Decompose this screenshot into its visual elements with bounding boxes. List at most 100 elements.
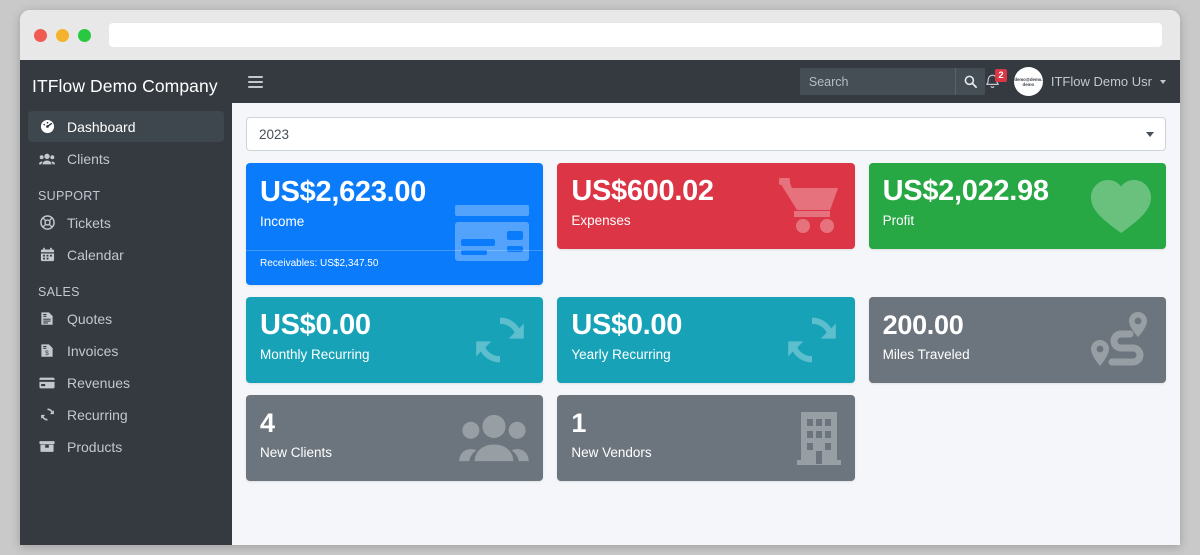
sidebar-item-products[interactable]: Products bbox=[28, 431, 224, 462]
search-input[interactable] bbox=[799, 68, 955, 95]
card-body: 4 New Clients bbox=[246, 395, 543, 475]
minimize-window-button[interactable] bbox=[56, 28, 69, 42]
sidebar-item-invoices[interactable]: $ Invoices bbox=[28, 335, 224, 366]
brand-title: ITFlow Demo Company bbox=[32, 76, 218, 96]
sidebar-item-recurring[interactable]: Recurring bbox=[28, 399, 224, 430]
card-value: 1 bbox=[571, 408, 587, 438]
stat-card-row-3: 4 New Clients bbox=[246, 395, 1166, 481]
sync-icon bbox=[783, 312, 841, 368]
credit-card-icon bbox=[36, 377, 58, 389]
stat-card-income[interactable]: US$2,623.00 Income bbox=[246, 163, 544, 285]
credit-card-icon bbox=[455, 205, 530, 261]
dashboard-content: 2023 US$2,623.00 Income bbox=[232, 103, 1180, 545]
app-container: ITFlow Demo Company Dashboard Clients SU… bbox=[20, 60, 1180, 545]
hamburger-icon[interactable] bbox=[248, 75, 263, 88]
window-controls bbox=[34, 28, 91, 42]
users-icon bbox=[459, 411, 530, 465]
browser-window: ITFlow Demo Company Dashboard Clients SU… bbox=[20, 10, 1180, 545]
year-filter-value: 2023 bbox=[259, 126, 290, 142]
route-icon bbox=[1086, 312, 1152, 368]
box-icon bbox=[36, 440, 58, 453]
sidebar-item-label: Products bbox=[67, 438, 123, 455]
stat-card-profit[interactable]: US$2,022.98 Profit bbox=[868, 163, 1166, 249]
sidebar-header-sales: SALES bbox=[38, 285, 80, 299]
card-value: US$0.00 bbox=[571, 309, 683, 341]
stat-card-new-clients[interactable]: 4 New Clients bbox=[246, 395, 544, 481]
life-ring-icon bbox=[36, 215, 58, 230]
card-value: 200.00 bbox=[882, 310, 964, 340]
sidebar-item-revenues[interactable]: Revenues bbox=[28, 367, 224, 398]
stat-card-expenses[interactable]: US$600.02 Expenses bbox=[557, 163, 855, 249]
avatar-line-1: demo@demo. bbox=[1014, 76, 1043, 82]
maximize-window-button[interactable] bbox=[78, 28, 91, 42]
search-form bbox=[799, 68, 985, 95]
card-body: US$0.00 Yearly Recurring bbox=[557, 297, 854, 377]
stat-card-row-3-spacer bbox=[869, 395, 1166, 481]
card-label: Expenses bbox=[571, 213, 631, 228]
heart-icon bbox=[1090, 178, 1152, 234]
file-dollar-icon: $ bbox=[36, 343, 58, 358]
sidebar-item-calendar[interactable]: Calendar bbox=[28, 239, 224, 270]
stat-card-yearly-recurring[interactable]: US$0.00 Yearly Recurring bbox=[557, 297, 855, 383]
tachometer-icon bbox=[36, 119, 58, 134]
top-navbar: 2 demo@demo. demo ITFlow Demo Usr bbox=[232, 60, 1180, 103]
stat-card-monthly-recurring[interactable]: US$0.00 Monthly Recurring bbox=[246, 297, 544, 383]
browser-chrome-bar bbox=[20, 10, 1180, 60]
close-window-button[interactable] bbox=[34, 28, 47, 42]
card-value: 4 bbox=[260, 408, 275, 438]
card-label: Income bbox=[260, 214, 305, 229]
stat-card-miles-traveled[interactable]: 200.00 Miles Traveled bbox=[868, 297, 1166, 383]
sync-icon bbox=[36, 407, 58, 422]
notification-badge: 2 bbox=[994, 68, 1008, 82]
chevron-down-icon bbox=[1146, 131, 1154, 137]
card-label: New Clients bbox=[260, 445, 333, 460]
user-name-label: ITFlow Demo Usr bbox=[1050, 74, 1152, 89]
building-icon bbox=[796, 410, 841, 466]
sync-icon bbox=[471, 312, 529, 368]
card-footer: Receivables: US$2,347.50 bbox=[246, 250, 544, 277]
topnav-right: 2 demo@demo. demo ITFlow Demo Usr bbox=[985, 67, 1166, 96]
card-value: US$2,623.00 bbox=[260, 176, 426, 208]
stat-card-row-1: US$2,623.00 Income bbox=[246, 163, 1166, 285]
user-menu[interactable]: demo@demo. demo ITFlow Demo Usr bbox=[1013, 67, 1166, 96]
sidebar-item-label: Tickets bbox=[67, 214, 111, 231]
card-body: US$0.00 Monthly Recurring bbox=[246, 297, 543, 377]
svg-text:$: $ bbox=[45, 350, 49, 357]
sidebar-item-quotes[interactable]: Quotes bbox=[28, 303, 224, 334]
card-body: US$600.02 Expenses bbox=[557, 163, 854, 243]
year-filter-select[interactable]: 2023 bbox=[246, 117, 1166, 151]
url-input[interactable] bbox=[109, 23, 1162, 47]
notifications-button[interactable]: 2 bbox=[985, 68, 1008, 90]
sidebar-header-support: SUPPORT bbox=[38, 189, 101, 203]
sidebar: ITFlow Demo Company Dashboard Clients SU… bbox=[20, 60, 232, 545]
card-value: US$2,022.98 bbox=[882, 175, 1049, 207]
search-icon bbox=[964, 75, 977, 88]
stat-card-new-vendors[interactable]: 1 New Vendors bbox=[557, 395, 855, 481]
calendar-icon bbox=[36, 247, 58, 262]
card-value: US$600.02 bbox=[571, 175, 714, 207]
sidebar-item-tickets[interactable]: Tickets bbox=[28, 207, 224, 238]
users-icon bbox=[36, 152, 58, 166]
sidebar-item-label: Recurring bbox=[67, 406, 128, 423]
card-label: Profit bbox=[882, 213, 915, 228]
sidebar-item-label: Invoices bbox=[67, 342, 119, 359]
sidebar-item-label: Calendar bbox=[67, 246, 124, 263]
main-column: 2 demo@demo. demo ITFlow Demo Usr 2023 bbox=[232, 60, 1180, 545]
avatar-line-2: demo bbox=[1022, 81, 1035, 87]
stat-card-row-2: US$0.00 Monthly Recurring US$0.00 bbox=[246, 297, 1166, 383]
card-label: Yearly Recurring bbox=[571, 347, 671, 362]
sidebar-item-label: Dashboard bbox=[67, 118, 136, 135]
card-label: Monthly Recurring bbox=[260, 347, 370, 362]
card-body: 1 New Vendors bbox=[557, 395, 854, 475]
sidebar-item-dashboard[interactable]: Dashboard bbox=[28, 111, 224, 142]
card-body: US$2,623.00 Income bbox=[246, 163, 543, 244]
file-invoice-icon bbox=[36, 311, 58, 326]
search-button[interactable] bbox=[954, 68, 985, 95]
card-body: US$2,022.98 Profit bbox=[869, 163, 1166, 243]
card-value: US$0.00 bbox=[260, 309, 371, 341]
sidebar-item-clients[interactable]: Clients bbox=[28, 143, 224, 174]
avatar: demo@demo. demo bbox=[1013, 67, 1043, 96]
sidebar-item-label: Revenues bbox=[67, 374, 131, 391]
sidebar-item-label: Clients bbox=[67, 150, 110, 167]
sidebar-item-label: Quotes bbox=[67, 310, 113, 327]
